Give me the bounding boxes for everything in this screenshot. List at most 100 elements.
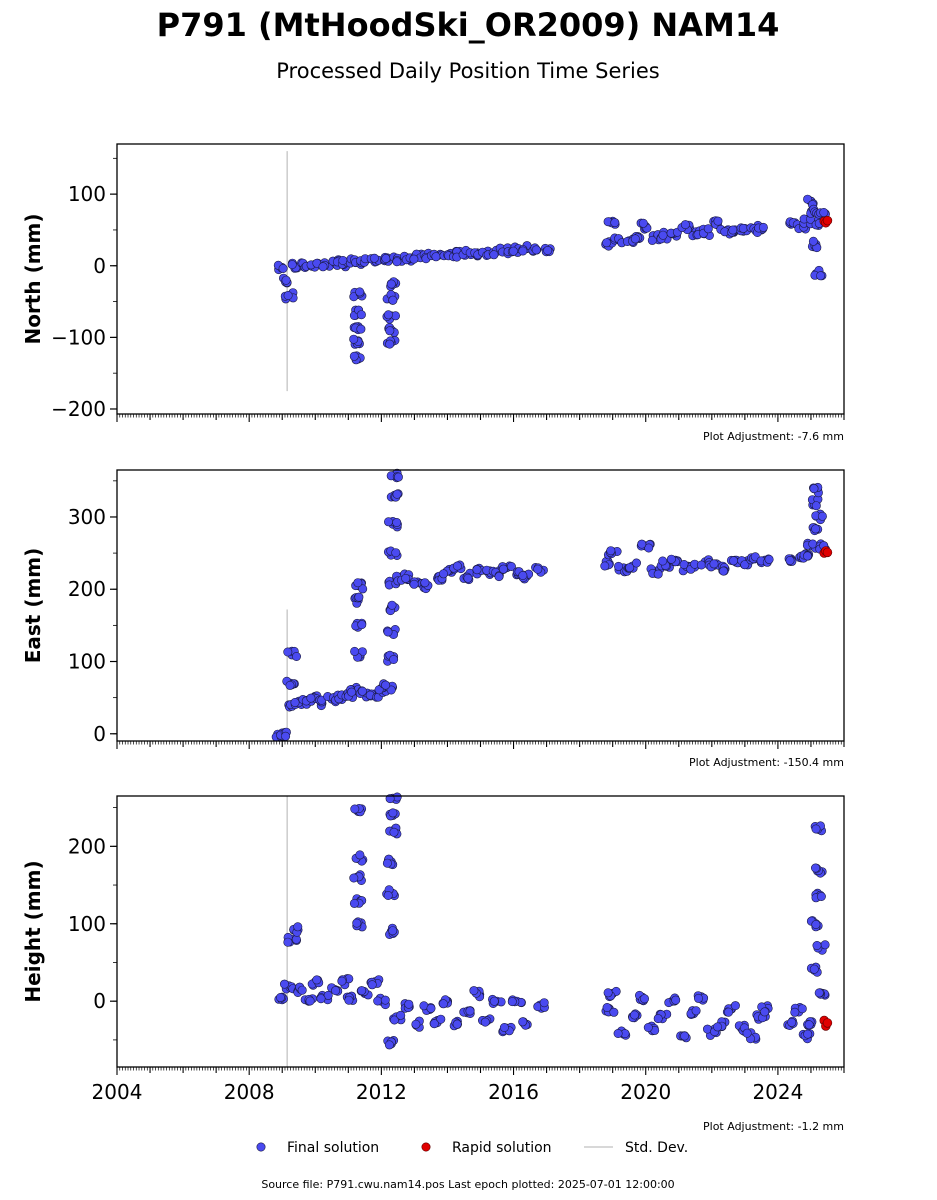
east-ytick-label: 100 [68, 650, 106, 674]
height-final-point [539, 998, 549, 1008]
height-final-point [489, 996, 499, 1006]
east-final-point [401, 573, 411, 583]
xtick-label: 2016 [488, 1080, 539, 1104]
east-final-point [463, 573, 473, 583]
east-final-point [506, 561, 516, 571]
height-ytick-label: 100 [68, 912, 106, 936]
height-final-point [380, 995, 390, 1005]
east-final-point [498, 564, 508, 574]
height-final-point [350, 804, 360, 814]
north-final-point [356, 324, 366, 334]
north-final-point [385, 326, 395, 336]
north-final-point [287, 260, 297, 270]
east-final-point [533, 564, 543, 574]
east-final-point [347, 687, 357, 697]
east-plot-frame [116, 469, 845, 742]
north-final-point [386, 279, 396, 289]
east-ytick-label: 0 [93, 722, 106, 746]
height-final-point [730, 1001, 740, 1011]
north-ytick-label: 0 [93, 254, 106, 278]
height-final-point [355, 850, 365, 860]
height-final-point [452, 1019, 462, 1029]
height-plot-adjustment: Plot Adjustment: -1.2 mm [703, 1120, 844, 1133]
east-final-point [696, 560, 706, 570]
height-final-point [389, 827, 399, 837]
east-final-point [420, 578, 430, 588]
north-final-point [816, 271, 826, 281]
height-final-point [507, 997, 517, 1007]
height-final-point [803, 1029, 813, 1039]
height-final-point [383, 890, 393, 900]
north-final-point [738, 223, 748, 233]
height-final-point [742, 1028, 752, 1038]
north-final-point [409, 254, 419, 264]
height-panel: 0 100 200 2004 2008 2012 2016 2020 2024 Height … [21, 792, 845, 1133]
north-final-point [680, 220, 690, 230]
height-final-point [429, 1019, 439, 1029]
height-final-point [396, 1010, 406, 1020]
height-final-point [671, 995, 681, 1005]
north-final-point [278, 263, 288, 273]
height-final-point [811, 824, 821, 834]
east-final-point [709, 559, 719, 569]
north-final-point [658, 230, 668, 240]
height-final-point [337, 976, 347, 986]
height-final-point [283, 937, 293, 947]
north-rapid-point [822, 215, 833, 226]
height-final-point [691, 1006, 701, 1016]
east-final-point [811, 524, 821, 534]
height-final-point [602, 1002, 612, 1012]
east-final-point [283, 647, 293, 657]
height-final-point [426, 1003, 436, 1013]
source-footer: Source file: P791.cwu.nam14.pos Last epo… [261, 1178, 674, 1191]
east-final-point [357, 620, 367, 630]
east-final-point [518, 570, 528, 580]
north-final-point [356, 310, 366, 320]
east-axis-label: East (mm) [21, 548, 45, 664]
east-final-point [357, 686, 367, 696]
height-final-point [480, 1017, 490, 1027]
east-final-point [285, 680, 295, 690]
east-final-point [281, 731, 291, 741]
height-final-point [518, 1017, 528, 1027]
north-final-point [602, 238, 612, 248]
east-final-point [383, 627, 393, 637]
legend-final-label: Final solution [287, 1140, 379, 1156]
height-final-point [603, 988, 613, 998]
height-final-point [820, 940, 830, 950]
north-panel: −200 −100 0 100 North (mm) Plot Adjustment:… [21, 143, 845, 443]
height-ytick-label: 0 [93, 989, 106, 1013]
east-final-point [625, 563, 635, 573]
north-final-point [630, 234, 640, 244]
height-final-point [344, 995, 354, 1005]
north-final-point [610, 218, 620, 228]
xtick-label: 2020 [620, 1080, 671, 1104]
east-final-point [637, 539, 647, 549]
height-final-point [787, 1017, 797, 1027]
north-final-point [392, 257, 402, 267]
height-final-point [331, 986, 341, 996]
height-final-point [316, 994, 326, 1004]
east-final-point [389, 654, 399, 664]
north-final-point [381, 254, 391, 264]
east-final-point [306, 693, 316, 703]
north-final-point [808, 236, 818, 246]
north-final-point [531, 245, 541, 255]
height-final-point [814, 988, 824, 998]
east-final-point [290, 697, 300, 707]
east-final-point [613, 561, 623, 571]
figure-subtitle: Processed Daily Position Time Series [276, 59, 660, 83]
east-final-point [494, 572, 504, 582]
east-final-point [452, 561, 462, 571]
east-final-point [764, 554, 774, 564]
height-final-point [297, 985, 307, 995]
height-final-point [389, 1015, 399, 1025]
height-final-point [804, 1020, 814, 1030]
east-final-point [358, 584, 368, 594]
east-final-point [354, 592, 364, 602]
height-final-point [790, 1007, 800, 1017]
height-final-point [811, 919, 821, 929]
east-final-point [387, 600, 397, 610]
height-final-point [382, 858, 392, 868]
